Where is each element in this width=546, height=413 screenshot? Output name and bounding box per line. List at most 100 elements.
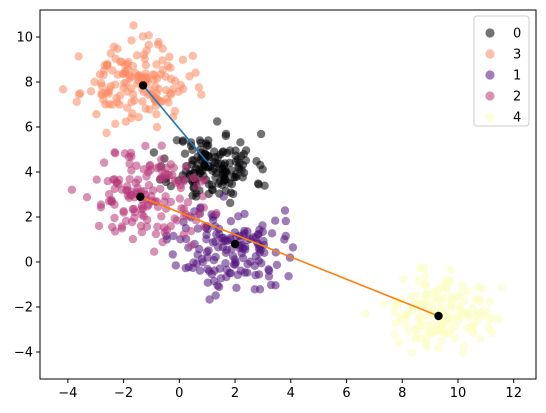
data-point [104,190,114,199]
legend-label: 1 [513,69,521,84]
data-point [131,68,140,78]
data-point [102,128,111,138]
data-point [170,106,180,116]
data-point [122,216,131,226]
data-point [226,268,235,278]
data-point [181,162,190,171]
data-point [194,83,204,92]
data-point [125,74,135,83]
data-point [200,149,209,159]
data-point [473,283,483,292]
data-point [165,52,174,62]
data-point [399,310,409,320]
data-point [178,174,187,183]
data-point [158,56,167,65]
data-point [451,334,460,343]
data-point [229,189,238,199]
data-point [153,222,162,231]
data-point [288,243,298,252]
data-point [194,209,203,219]
data-point [104,87,113,97]
centroid-marker [138,81,148,90]
data-point [121,117,130,126]
data-point [423,327,433,336]
data-point [137,228,147,237]
data-point [485,297,494,306]
data-point [252,157,261,166]
data-point [458,348,468,357]
data-point [440,277,449,286]
data-point [176,180,185,190]
data-point [380,299,389,309]
data-point [76,89,85,98]
data-point [137,73,146,83]
data-point [436,304,446,313]
data-point [407,348,417,357]
data-point [132,161,141,170]
data-point [152,89,161,98]
x-tick-label: 6 [342,386,350,401]
data-point [86,87,96,96]
data-point [127,36,136,45]
data-point [235,158,244,168]
data-point [152,122,162,132]
data-point [446,313,456,322]
data-point [153,163,162,173]
x-tick-label: 12 [505,386,522,401]
legend-marker [485,112,495,122]
data-point [168,170,177,180]
data-point [440,329,449,338]
data-point [152,110,161,119]
x-axis: −4 −2 0 2 4 6 8 10 12 [58,379,522,401]
data-point [226,217,236,226]
data-point [113,44,122,53]
data-point [193,224,203,233]
data-point [145,160,155,170]
data-point [226,198,235,208]
data-point [162,225,172,235]
data-point [200,222,209,231]
data-point [399,275,408,284]
data-point [136,221,146,231]
data-point [271,216,280,225]
data-point [488,328,497,338]
data-point [214,179,223,188]
data-point [281,216,290,226]
data-point [216,274,226,283]
data-point [463,287,473,296]
connector-line [140,196,439,317]
data-point [150,70,159,80]
data-point [238,173,247,182]
series-3-points [58,21,206,138]
plot-frame [39,9,537,380]
data-point [442,285,452,294]
data-point [213,117,222,126]
data-point [223,148,232,158]
data-point [468,304,477,313]
data-point [141,60,150,70]
data-point [113,70,123,80]
centroid-marker [200,161,209,170]
centroid-marker [434,311,443,321]
data-point [132,51,142,60]
data-point [166,197,175,207]
data-point [137,204,146,214]
data-point [168,250,177,259]
data-point [82,193,92,202]
data-point [215,165,224,174]
data-point [123,103,132,112]
x-tick-label: 8 [398,386,406,401]
y-tick-label: −2 [14,301,33,316]
data-point [463,324,472,333]
data-point [58,85,68,94]
data-point [390,308,400,317]
data-point [192,259,201,268]
data-point [156,184,165,194]
legend-label: 3 [513,48,521,63]
data-point [108,222,117,232]
data-point [254,270,264,279]
data-point [125,175,134,184]
data-point [474,294,483,303]
data-point [218,243,227,252]
data-point [110,148,119,157]
